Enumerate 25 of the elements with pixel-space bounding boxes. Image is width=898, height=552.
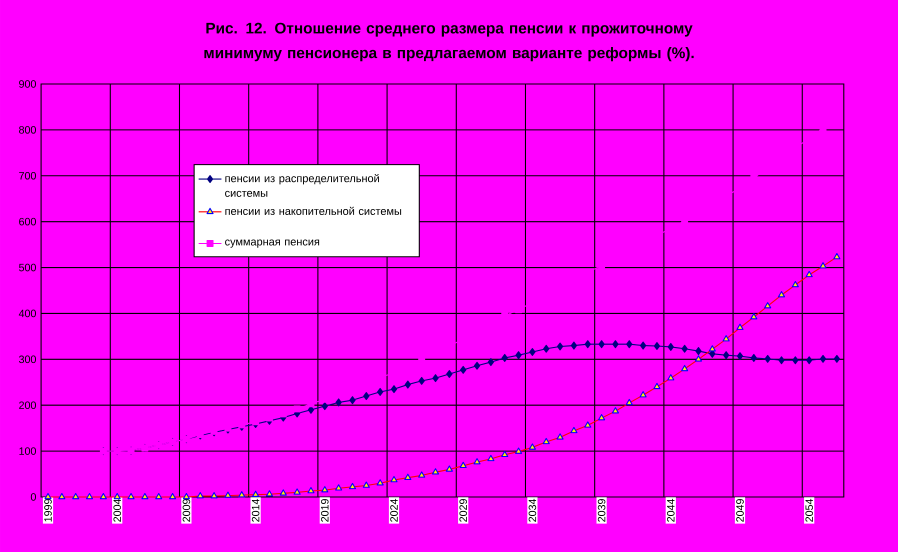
y-tick-label: 700 — [19, 172, 36, 180]
chart-title: Рис. 12. Отношение среднего размера пенсии к прожиточному минимуму пенсионера в предлагаемом варианте реформы (%). — [204, 22, 694, 62]
x-tick-label: 2044 — [667, 498, 675, 522]
x-tick-label: 2039 — [598, 499, 606, 522]
y-tick-label: 500 — [19, 264, 36, 272]
legend-label: пенсии из накопительной системы — [225, 206, 402, 215]
y-tick-label: 0 — [30, 493, 36, 501]
x-tick-label: 2034 — [528, 498, 536, 522]
x-tick-label: 2029 — [459, 499, 467, 522]
y-tick-label: 200 — [19, 401, 36, 409]
legend-label: суммарная пенсия — [225, 240, 320, 248]
x-tick-label: 2024 — [390, 498, 398, 522]
x-tick-label: 2009 — [182, 499, 190, 522]
x-tick-label: 1999 — [44, 499, 52, 522]
y-tick-label: 300 — [18, 356, 36, 364]
x-tick-label: 2019 — [321, 499, 329, 522]
y-tick-label: 900 — [19, 80, 36, 88]
x-tick-label: 2004 — [113, 498, 121, 522]
x-tick-label: 2049 — [736, 499, 744, 522]
y-tick-label: 100 — [19, 447, 36, 455]
y-tick-label: 400 — [18, 310, 36, 318]
x-tick-label: 2014 — [252, 498, 260, 522]
x-tick-label: 2054 — [805, 498, 813, 522]
y-tick-label: 600 — [19, 218, 36, 226]
y-tick-label: 800 — [19, 126, 36, 134]
